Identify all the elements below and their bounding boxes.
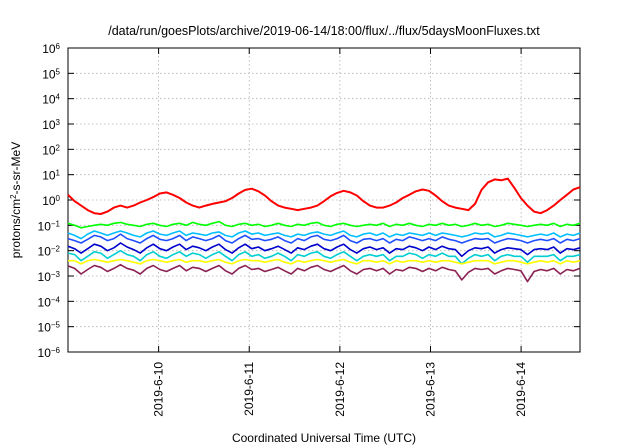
y-axis-label: protons/cm2-s-sr-MeV: [9, 142, 24, 258]
series-group: [67, 177, 581, 283]
y-tick-label: 10−2: [38, 244, 61, 259]
y-axis-label-sup: 2: [9, 194, 18, 199]
y-tick-label: 105: [42, 67, 60, 82]
x-axis-label: Coordinated Universal Time (UTC): [232, 431, 416, 445]
series-line-2: [67, 220, 581, 229]
y-tick-label: 104: [42, 92, 60, 107]
x-tick-label: 2019-6-13: [423, 362, 437, 417]
y-tick-label: 10−6: [38, 346, 61, 361]
y-tick-label: 102: [42, 143, 60, 158]
y-tick-label: 10−4: [38, 295, 61, 310]
x-tick-label: 2019-6-10: [152, 362, 166, 417]
series-line-7: [68, 258, 581, 265]
x-tick-label: 2019-6-12: [333, 362, 347, 417]
x-tick-label: 2019-6-14: [514, 362, 528, 417]
x-axis: 2019-6-10 2019-6-11 2019-6-12 2019-6-13 2019…: [152, 48, 528, 417]
y-tick-label: 10−3: [38, 270, 61, 285]
series-line-6: [67, 249, 581, 265]
chart-title: /data/run/goesPlots/archive/2019-06-14/1…: [108, 24, 540, 38]
y-tick-label: 100: [42, 194, 60, 209]
y-axis-label-rest: -s-sr-MeV: [9, 142, 23, 195]
y-tick-label: 10−1: [38, 219, 61, 234]
x-tick-label: 2019-6-11: [242, 362, 256, 416]
series-line-1: [67, 177, 581, 215]
y-tick-label: 10−5: [38, 320, 61, 335]
series-line-5: [67, 242, 581, 258]
y-axis: 10−6 10−5 10−4 10−3 10−2 10−1 100 101 102 103 104 1…: [38, 42, 580, 361]
y-axis-label-main: protons/cm: [9, 199, 23, 258]
y-tick-label: 106: [42, 42, 60, 57]
y-tick-label: 101: [42, 168, 60, 183]
series-line-4: [67, 233, 581, 244]
y-tick-label: 103: [42, 118, 60, 133]
series-line-3: [67, 230, 581, 240]
series-line-8: [67, 263, 581, 283]
